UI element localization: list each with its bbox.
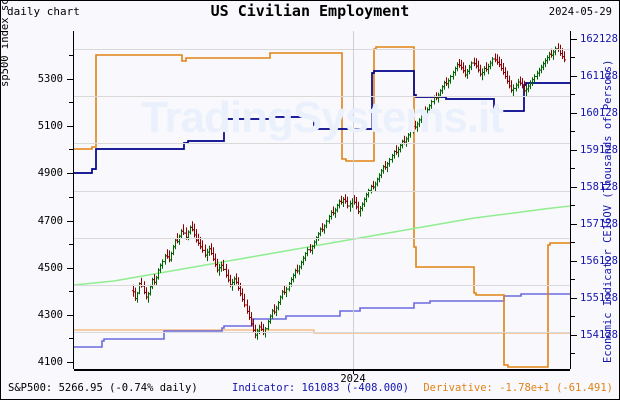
gridline: [74, 143, 570, 144]
gridline: [74, 285, 570, 286]
x-axis-tick-label: 2024: [340, 373, 366, 385]
chart-header: daily chart US Civilian Employment 2024-…: [1, 1, 619, 23]
status-indicator: Indicator: 161083 (-408.000): [232, 382, 410, 394]
page-title: US Civilian Employment: [210, 2, 410, 20]
left-axis: 5300 5100 4900 4700 4500 4300 4100: [1, 31, 73, 369]
trend-line: [74, 205, 570, 286]
plot-left-border: [73, 31, 74, 369]
right-axis-tick-label: 157128: [580, 218, 618, 230]
left-axis-tick-label: 4700: [37, 215, 63, 227]
left-axis-tick-label: 4100: [37, 356, 63, 368]
chart-status-bar: S&P500: 5266.95 (-0.74% daily) Indicator…: [1, 382, 619, 400]
right-axis: 162128 161128 160128 159128 158128 15712…: [571, 31, 620, 369]
chart-date-label: 2024-05-29: [548, 6, 612, 18]
indicator-step-line: [74, 70, 570, 174]
right-axis-tick-label: 156128: [580, 255, 618, 267]
right-axis-tick-label: 155128: [580, 292, 618, 304]
right-axis-tick-label: 158128: [580, 181, 618, 193]
x-axis-tick: [353, 369, 354, 374]
gridline: [74, 238, 570, 239]
left-axis-title: sp500 index scale: [0, 0, 11, 87]
right-axis-tick-label: 160128: [580, 107, 618, 119]
plot-right-border: [570, 31, 571, 369]
left-axis-tick-label: 4300: [37, 309, 63, 321]
left-axis-tick-label: 5100: [37, 120, 63, 132]
plot-bottom-border: [74, 369, 570, 371]
right-axis-tick-label: 161128: [580, 70, 618, 82]
gridline-year-2024: [353, 31, 354, 369]
gridline: [74, 332, 570, 333]
plot-area[interactable]: [74, 31, 570, 369]
derivative-step-line: [74, 46, 570, 368]
status-sp500: S&P500: 5266.95 (-0.74% daily): [8, 382, 198, 394]
right-axis-tick-label: 162128: [580, 33, 618, 45]
left-axis-tick-label: 4500: [37, 262, 63, 274]
right-axis-tick-label: 159128: [580, 144, 618, 156]
gridline: [74, 49, 570, 50]
status-derivative: Derivative: -1.78e+1 (-61.491): [423, 382, 613, 394]
chart-series-canvas: [74, 43, 570, 368]
indicator-secondary-step: [74, 293, 570, 348]
price-bars-group: [131, 43, 567, 340]
right-axis-tick-label: 154128: [580, 329, 618, 341]
gridline: [74, 96, 570, 97]
derivative-reference-line: [74, 329, 570, 334]
gridline: [74, 191, 570, 192]
chart-kind-label: daily chart: [7, 5, 80, 18]
left-axis-tick-label: 5300: [37, 73, 63, 85]
left-axis-tick-label: 4900: [37, 167, 63, 179]
right-axis-title: Economic Indicator CE16OV (Thousands of …: [602, 59, 614, 363]
